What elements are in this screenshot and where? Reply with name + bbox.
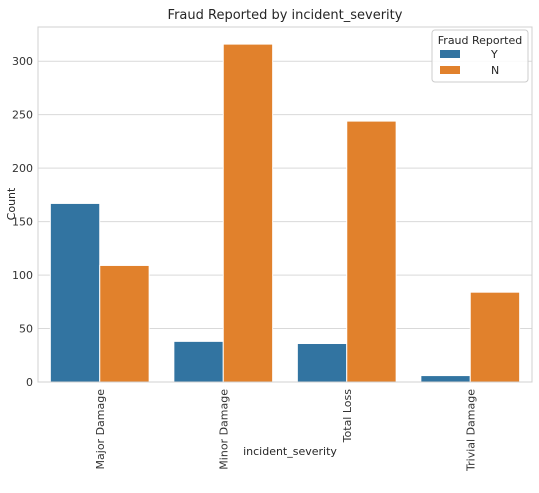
y-tick-label: 300 <box>12 55 33 68</box>
bar-Y-trivial-damage <box>420 375 471 383</box>
x-tick-label: Trivial Damage <box>464 389 477 472</box>
bar-N-total-loss <box>346 120 397 383</box>
bar-Y-minor-damage <box>173 340 224 383</box>
y-tick-label: 150 <box>12 216 33 229</box>
bar-Y-major-damage <box>49 202 101 383</box>
bar-N-major-damage <box>99 264 150 383</box>
legend: Fraud Reported YN <box>431 29 529 83</box>
y-tick-label: 0 <box>26 376 33 389</box>
legend-label-Y: Y <box>490 48 498 61</box>
x-axis-label: incident_severity <box>243 445 337 458</box>
legend-swatch-N <box>440 66 460 74</box>
bar-N-minor-damage <box>222 43 274 383</box>
x-tick-label: Major Damage <box>94 389 107 470</box>
y-tick-label: 200 <box>12 162 33 175</box>
y-tick-label: 50 <box>19 323 33 336</box>
legend-label-N: N <box>491 64 499 77</box>
y-tick-label: 250 <box>12 109 33 122</box>
plot-frame <box>37 26 533 383</box>
x-tick-labels: Major Damage Minor Damage Total Loss Trivia… <box>94 389 478 472</box>
legend-items: YN <box>440 48 499 77</box>
legend-swatch-Y <box>440 50 460 58</box>
bar-N-trivial-damage <box>469 291 521 383</box>
y-tick-labels: 0 50 100 150 200 250 300 <box>12 55 33 389</box>
bar-Y-total-loss <box>296 343 348 383</box>
chart-title: Fraud Reported by incident_severity <box>168 8 403 23</box>
y-axis-label: Count <box>5 187 18 220</box>
x-tick-label: Total Loss <box>341 389 354 444</box>
legend-title: Fraud Reported <box>438 34 522 47</box>
y-tick-label: 100 <box>12 269 33 282</box>
x-tick-label: Minor Damage <box>217 389 230 470</box>
bars <box>49 43 521 383</box>
